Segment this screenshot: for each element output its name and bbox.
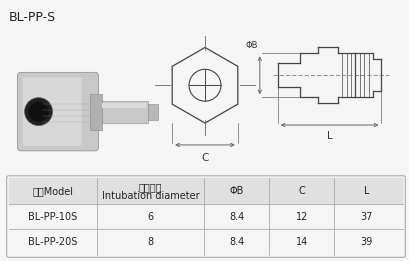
- Bar: [102, 101, 148, 123]
- Text: L: L: [326, 131, 332, 141]
- Text: 8.4: 8.4: [228, 211, 244, 222]
- Text: 8.4: 8.4: [228, 238, 244, 247]
- Bar: [90, 94, 102, 129]
- Circle shape: [29, 102, 48, 122]
- Text: 14: 14: [295, 238, 307, 247]
- Text: 37: 37: [360, 211, 372, 222]
- Text: C: C: [298, 186, 304, 196]
- FancyBboxPatch shape: [18, 72, 98, 151]
- Text: L: L: [363, 186, 369, 196]
- Text: BL-PP-20S: BL-PP-20S: [28, 238, 78, 247]
- Text: Intubation diameter: Intubation diameter: [102, 191, 199, 201]
- Bar: [102, 103, 146, 108]
- Text: ΦB: ΦB: [229, 186, 243, 196]
- Text: BL-PP-S: BL-PP-S: [9, 11, 56, 24]
- Circle shape: [25, 98, 52, 126]
- Text: BL-PP-10S: BL-PP-10S: [28, 211, 77, 222]
- Bar: [148, 104, 158, 120]
- Text: 型号Model: 型号Model: [32, 186, 73, 196]
- FancyBboxPatch shape: [22, 77, 81, 146]
- Text: 8: 8: [147, 238, 153, 247]
- Text: 6: 6: [147, 211, 153, 222]
- FancyBboxPatch shape: [9, 178, 402, 205]
- Text: 插管直径: 插管直径: [139, 182, 162, 192]
- Text: 12: 12: [295, 211, 307, 222]
- Text: ΦB: ΦB: [245, 41, 257, 50]
- Text: C: C: [201, 153, 208, 163]
- Text: 39: 39: [360, 238, 372, 247]
